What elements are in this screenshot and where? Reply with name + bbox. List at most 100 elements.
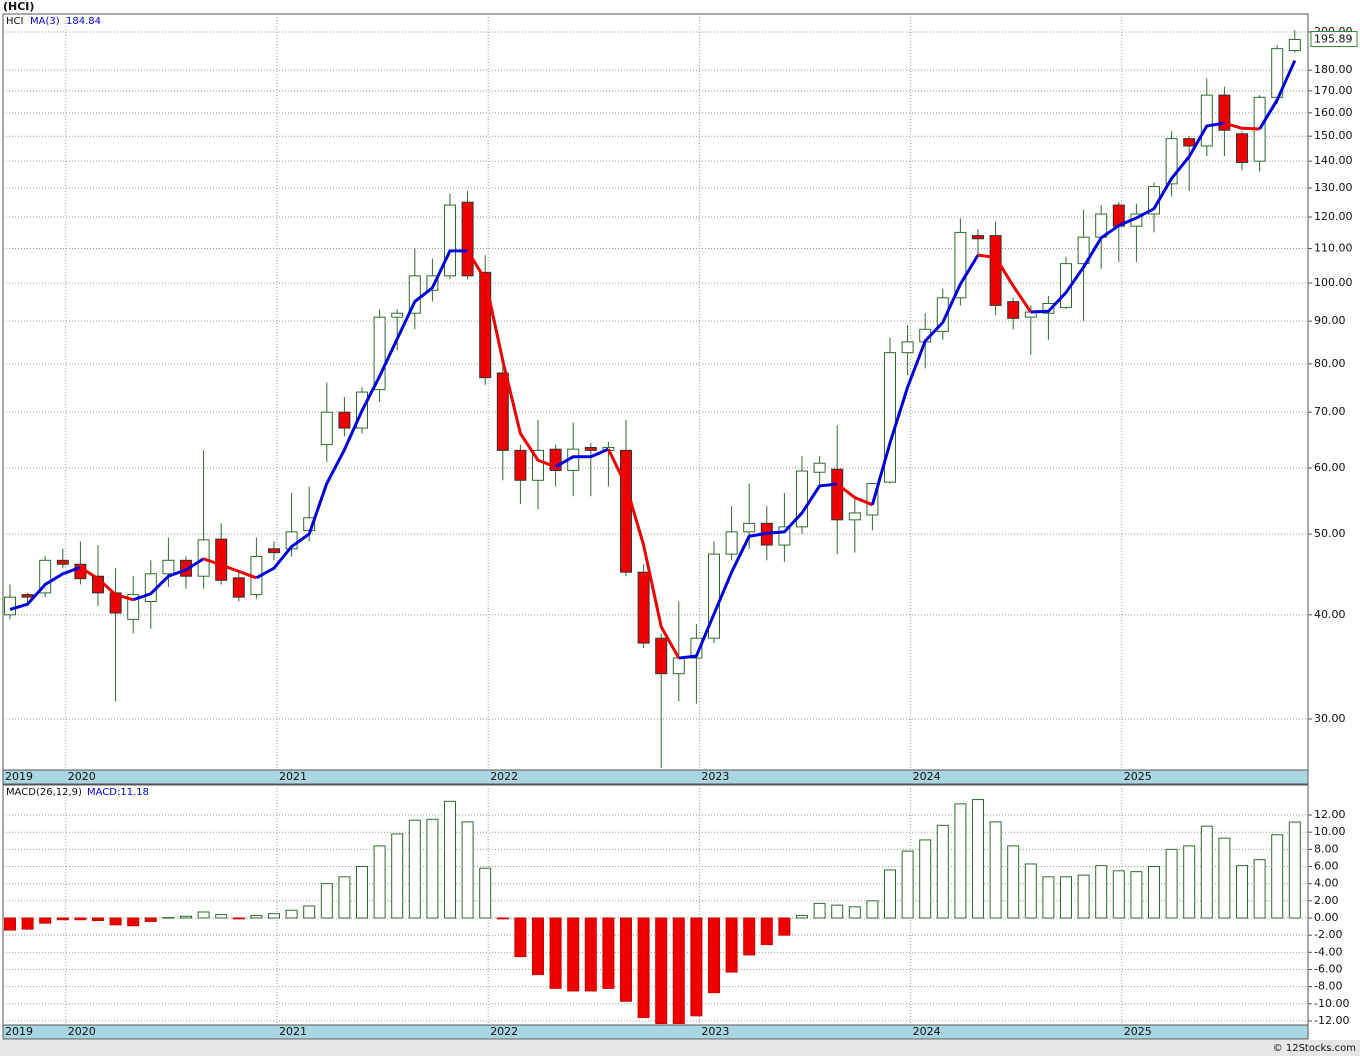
candle-body <box>1183 138 1196 147</box>
y-tick-label: 2.00 <box>1314 894 1339 907</box>
macd-bar <box>725 917 738 973</box>
macd-bar <box>127 917 140 927</box>
y-tick-label: 30.00 <box>1314 712 1346 725</box>
y-tick-label: 4.00 <box>1314 877 1339 890</box>
macd-bar <box>655 917 668 1025</box>
candle-body <box>532 449 544 481</box>
candle-body <box>162 559 175 575</box>
macd-bar <box>1060 876 1072 919</box>
price-box <box>1310 31 1358 48</box>
candle-body <box>320 411 333 446</box>
candle-body <box>461 201 474 277</box>
macd-bar <box>1095 865 1108 919</box>
macd-bar <box>743 917 756 956</box>
macd-bar <box>444 800 456 919</box>
candle-body <box>972 235 984 240</box>
y-tick-label: -10.00 <box>1314 997 1349 1010</box>
ma-line <box>1258 59 1297 130</box>
macd-bar <box>250 914 263 919</box>
candle-body <box>426 275 439 291</box>
ma-line <box>132 557 205 602</box>
footer-bar <box>0 1040 1360 1056</box>
y-tick-label: 70.00 <box>1314 405 1346 418</box>
ma-line <box>977 253 1033 313</box>
macd-bar <box>1042 876 1055 919</box>
legend-ma-name: MA(3) <box>30 16 60 27</box>
macd-bar <box>690 917 703 1017</box>
ma-line <box>9 565 81 611</box>
candle-body <box>725 531 738 555</box>
macd-bar <box>778 917 791 936</box>
macd-bar <box>620 917 632 1002</box>
macd-bar <box>989 821 1002 919</box>
macd-bar <box>637 917 650 1019</box>
macd-bar <box>972 799 984 919</box>
candle-body <box>813 462 826 473</box>
y-tick-label: 8.00 <box>1314 842 1339 855</box>
x-tick-label: 2023 <box>701 770 729 783</box>
candle-body <box>989 235 1002 306</box>
y-tick-label: 140.00 <box>1314 154 1353 167</box>
macd-bar <box>1007 845 1020 919</box>
date-strip <box>2 1024 1309 1040</box>
ma-line <box>203 557 257 580</box>
y-tick-label: 0.00 <box>1314 911 1339 924</box>
macd-bar <box>285 909 298 919</box>
y-tick-label: -2.00 <box>1314 928 1342 941</box>
macd-bar <box>831 904 844 919</box>
x-tick-label: 2022 <box>490 1025 518 1038</box>
y-tick-label: 130.00 <box>1314 181 1353 194</box>
candle-body <box>655 637 668 675</box>
legend-name: MACD(26,12,9) <box>6 787 82 798</box>
ma-line <box>1030 121 1225 314</box>
macd-bar <box>109 917 122 926</box>
macd-bar <box>232 917 245 920</box>
candle-body <box>1200 94 1213 147</box>
candle-body <box>954 231 967 299</box>
candle-body <box>884 352 896 483</box>
candle-body <box>620 449 632 573</box>
date-strip <box>2 769 1309 785</box>
macd-bar <box>602 917 615 989</box>
candle-body <box>232 577 245 598</box>
macd-bar <box>549 917 562 989</box>
candle-body <box>408 275 421 314</box>
x-tick-label: 2025 <box>1124 770 1152 783</box>
ma-line <box>678 482 838 660</box>
y-tick-label: 120.00 <box>1314 210 1353 223</box>
macd-bar <box>268 913 280 919</box>
macd-bar <box>1183 845 1196 919</box>
y-tick-label: 12.00 <box>1314 808 1346 821</box>
candle-body <box>778 526 791 546</box>
candle-body <box>338 411 351 429</box>
macd-bar <box>74 917 87 921</box>
candle-body <box>56 559 69 565</box>
macd-bar <box>496 917 509 920</box>
x-tick-label: 2023 <box>701 1025 729 1038</box>
candle-body <box>496 372 509 451</box>
macd-bar <box>813 902 826 919</box>
macd-bar <box>1165 848 1178 919</box>
ma-line <box>79 566 134 602</box>
y-tick-label: 60.00 <box>1314 461 1346 474</box>
macd-bar <box>426 818 439 919</box>
macd-bar <box>1288 821 1301 919</box>
y-tick-label: -6.00 <box>1314 962 1342 975</box>
candle-body <box>848 512 861 521</box>
candle-body <box>268 548 280 554</box>
y-tick-label: 180.00 <box>1314 63 1353 76</box>
ma-line <box>836 482 873 507</box>
macd-bar <box>1218 837 1231 919</box>
x-tick-label: 2019 <box>5 1025 33 1038</box>
macd-bar <box>215 914 228 919</box>
candle-body <box>391 312 404 318</box>
macd-bar <box>144 917 157 922</box>
macd-bar <box>4 917 16 931</box>
macd-bar <box>479 867 492 919</box>
candle-body <box>901 341 914 354</box>
y-tick-label: 50.00 <box>1314 527 1346 540</box>
candle-body <box>1007 301 1020 319</box>
macd-bar <box>461 821 474 919</box>
macd-bar <box>848 906 861 919</box>
y-tick-label: 10.00 <box>1314 825 1346 838</box>
